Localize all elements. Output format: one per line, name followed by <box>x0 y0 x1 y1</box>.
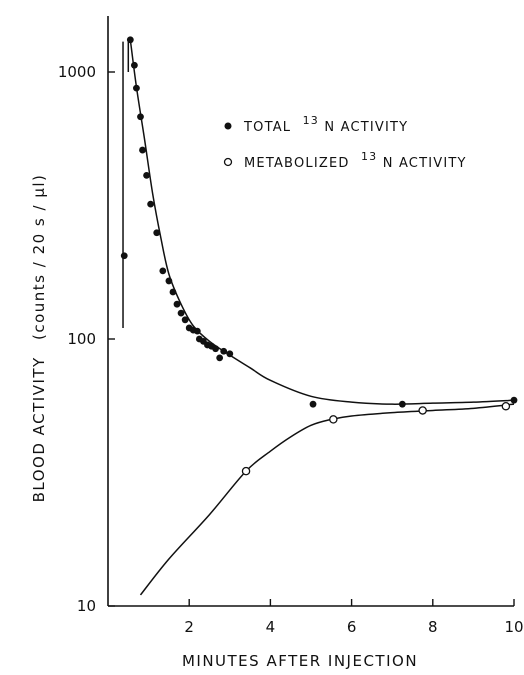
fit-curves <box>122 39 515 596</box>
y-tick-label: 100 <box>67 330 96 348</box>
legend-label-total-prefix: TOTAL <box>243 120 291 135</box>
total-data-point <box>165 277 173 285</box>
x-tick-label: 8 <box>428 618 438 636</box>
total-data-point <box>212 345 219 353</box>
total-data-point <box>169 288 177 296</box>
legend-label-metabolized-prefix: METABOLIZED <box>244 156 350 171</box>
total-data-point <box>153 229 161 237</box>
total-data-point <box>510 396 518 404</box>
legend-label-metabolized: METABOLIZED 13 N ACTIVITY <box>244 149 467 171</box>
chart-axes <box>107 16 514 607</box>
total-data-point <box>143 171 150 179</box>
y-axis-title-main: BLOOD ACTIVITY <box>30 356 48 502</box>
total-data-point <box>173 300 181 308</box>
legend-entry-metabolized: METABOLIZED 13 N ACTIVITY <box>223 149 467 171</box>
total-data-point <box>147 200 155 208</box>
total-data-point <box>139 146 146 154</box>
metabolized-data-point <box>501 401 511 411</box>
total-data-point <box>220 347 228 355</box>
metabolized-data-point <box>418 406 427 415</box>
y-axis-title-unit: (counts / 20 s / µl) <box>30 174 48 340</box>
legend-label-total-suffix: N ACTIVITY <box>324 120 408 135</box>
total-data-point <box>120 252 128 260</box>
total-data-point <box>398 400 406 408</box>
legend-label-total: TOTAL 13 N ACTIVITY <box>243 113 408 135</box>
legend-marker-total <box>224 122 232 130</box>
total-data-point <box>177 309 185 317</box>
chart-ticks: 2 4 6 8 10 10 100 1000 <box>58 63 524 636</box>
x-tick-label: 4 <box>266 618 276 636</box>
total-data-point <box>159 267 167 275</box>
legend-label-total-sup: 13 <box>303 114 319 127</box>
total-data-point <box>193 327 201 335</box>
y-axis-title: BLOOD ACTIVITY (counts / 20 s / µl) <box>30 174 48 503</box>
legend-label-metabolized-suffix: N ACTIVITY <box>383 156 467 171</box>
x-tick-label: 10 <box>504 618 523 636</box>
total-data-point <box>137 113 144 121</box>
fit-curve-metabolized <box>139 403 515 596</box>
total-data-point <box>133 84 140 92</box>
total-data-point <box>226 350 234 358</box>
y-tick-label: 1000 <box>58 63 96 81</box>
total-data-point <box>126 36 134 44</box>
total-data-point <box>216 354 224 362</box>
metabolized-data-point <box>329 415 338 424</box>
legend-entry-total: TOTAL 13 N ACTIVITY <box>224 113 408 135</box>
legend-marker-metabolized <box>223 157 233 167</box>
metabolized-data-point <box>241 466 251 476</box>
x-tick-label: 6 <box>347 618 357 636</box>
fit-curve-total <box>129 39 515 405</box>
data-points <box>120 36 518 476</box>
x-tick-label: 2 <box>184 618 194 636</box>
x-axis-title: MINUTES AFTER INJECTION <box>182 652 418 670</box>
total-data-point <box>181 316 189 324</box>
total-data-point <box>309 400 317 408</box>
y-tick-label: 10 <box>77 597 96 615</box>
legend: TOTAL 13 N ACTIVITY METABOLIZED 13 N ACT… <box>223 113 467 171</box>
legend-label-metabolized-sup: 13 <box>361 150 377 163</box>
total-data-point <box>130 61 138 69</box>
